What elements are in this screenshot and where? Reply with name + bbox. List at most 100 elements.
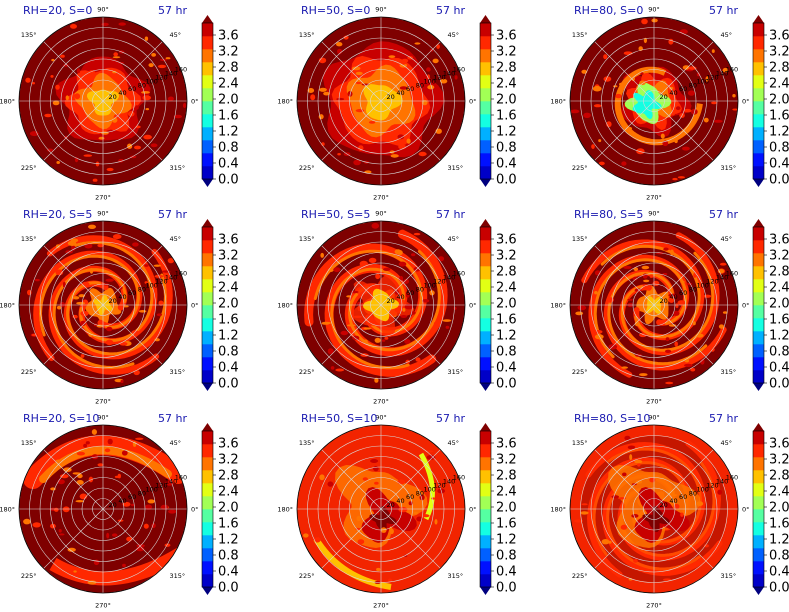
radial-tick-label: 80 [689,489,697,497]
angle-tick-label: 225° [299,368,315,376]
radial-tick-label: 140 [716,70,728,78]
colorbar-tick-label: 2.4 [769,77,789,92]
contour-speckle [67,547,76,552]
colorbar-frame [752,226,765,384]
colorbar-segment [202,75,213,89]
colorbar-tick-label: 3.6 [769,437,789,452]
colorbar-segment [202,253,213,267]
contour-speckle [611,566,615,570]
contour-speckle [112,56,121,59]
angle-tick-label: 90° [97,6,109,14]
colorbar-segment [202,331,213,345]
contour-speckle [76,68,81,74]
radial-tick-label: 80 [416,285,424,293]
contour-speckle [314,537,321,543]
colorbar-segment [480,496,491,510]
colorbar-tick-label: 1.6 [769,313,789,328]
contour-speckle [182,103,187,108]
contour-speckle [703,117,709,123]
colorbar-tick-label: 1.6 [496,313,517,328]
contour-speckle [591,144,595,150]
angle-tick-label: 315° [448,572,464,580]
contour-speckle [421,299,430,303]
angle-tick-label: 45° [448,31,460,39]
contour-speckle [613,85,618,88]
angular-gridline [380,41,441,102]
contour-speckle [398,144,406,150]
contour-speckle [76,480,84,485]
contour-speckle [104,448,111,453]
colorbar-max-extension [753,15,764,23]
contour-speckle [719,262,727,266]
contour-speckle [353,315,363,318]
colorbar-tick-label: 1.6 [218,109,239,124]
contour-speckle [332,70,337,76]
contour-speckle [167,258,175,264]
colorbar-segment [753,140,764,154]
colorbar-tick-label: 3.2 [496,453,517,468]
contour-speckle [52,100,60,106]
colorbar-tick-label: 1.2 [769,125,789,140]
colorbar-tick-label: 3.2 [496,45,517,60]
radial-tick-label: 80 [689,81,697,89]
radial-tick-label: 40 [396,497,404,505]
contour-speckle [158,300,164,306]
contour-speckle [63,64,69,67]
colorbar-segment [202,266,213,280]
contour-speckle [623,51,633,55]
contour-speckle [670,112,675,116]
contour-speckle [404,303,414,310]
panel-time-label: 57 hr [709,4,738,17]
polar-panel: 0°45°90°135°180°225°270°315°20 40 60 80 1001… [550,4,789,202]
colorbar-segment [480,279,491,293]
polar-frame [296,220,466,390]
contour-speckle [640,72,644,75]
colorbar-segment [753,240,764,254]
angular-gridline [43,449,104,510]
polar-frame [296,424,466,594]
contour-speckle [399,276,404,281]
contour-speckle [373,466,379,472]
colorbar-tick-label: 2.0 [496,297,517,312]
contour-speckle [156,313,163,317]
contour-speckle [142,95,151,101]
contour-band [600,244,701,339]
contour-speckle [436,44,440,49]
contour-speckle [353,159,361,166]
angle-tick-label: 90° [375,6,387,14]
colorbar-tick-label: 2.0 [496,93,517,108]
contour-band [607,271,708,366]
contour-speckle [426,455,436,460]
contour-speckle [622,472,627,477]
colorbar-tick-label: 2.0 [218,93,239,108]
angle-tick-label: 45° [170,235,182,243]
colorbar-tick-label: 0.8 [496,549,517,564]
contour-band [330,267,410,370]
angular-gridline [594,245,655,306]
angle-tick-label: 270° [95,602,111,610]
angle-tick-label: 90° [648,210,660,218]
polar-frame [18,220,188,390]
radial-tick-label: 60 [406,85,414,93]
contour-speckle [632,276,638,281]
radial-tick-label: 120 [155,481,167,489]
angle-tick-label: 315° [721,368,737,376]
contour-speckle [344,101,348,108]
colorbar-tick-label: 0.0 [769,581,789,596]
angle-tick-label: 225° [572,164,588,172]
angular-gridline [43,245,104,306]
contour-speckle [592,85,602,92]
colorbar-segment [202,153,213,167]
radial-tick-label: 140 [443,478,455,486]
angular-gridline [594,449,655,510]
radial-tick-label: 60 [679,85,687,93]
angle-tick-label: 270° [646,398,662,406]
contour-speckle [608,540,612,544]
colorbar-tick-label: 3.6 [218,233,239,248]
angular-gridline [321,449,382,510]
colorbar-segment [480,153,491,167]
colorbar-segment [480,101,491,115]
contour-speckle [323,321,332,325]
angle-tick-label: 225° [572,368,588,376]
